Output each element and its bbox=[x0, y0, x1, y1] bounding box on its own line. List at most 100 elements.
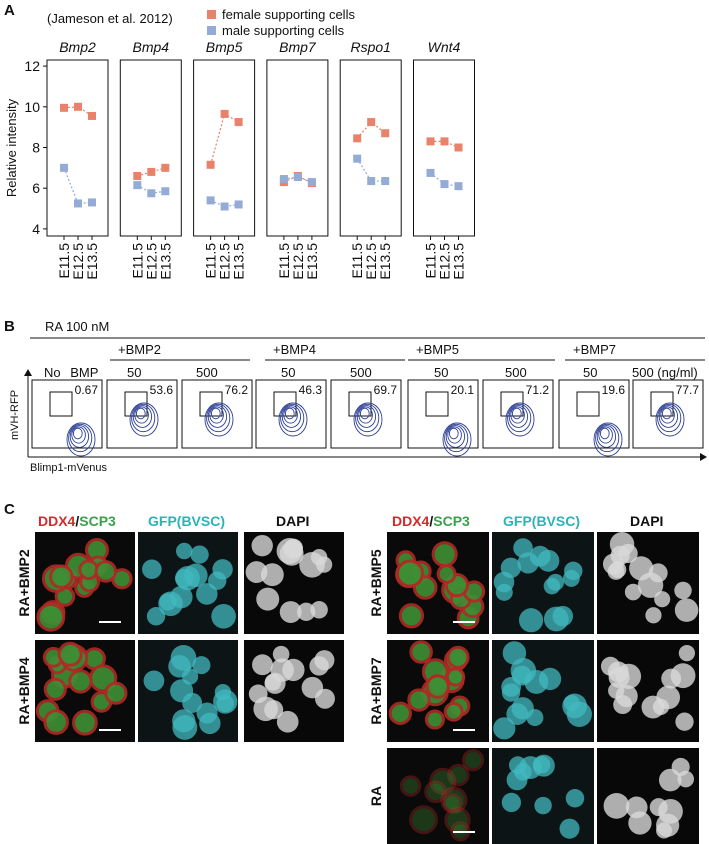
x-tick-label: E11.5 bbox=[276, 243, 292, 279]
data-point bbox=[161, 187, 170, 196]
cell bbox=[610, 545, 630, 566]
cell bbox=[538, 667, 562, 691]
data-point bbox=[147, 189, 156, 198]
cell bbox=[675, 712, 694, 731]
contour bbox=[593, 422, 623, 457]
cell bbox=[196, 583, 218, 605]
cell bbox=[283, 539, 303, 559]
data-point bbox=[353, 134, 362, 143]
contour bbox=[660, 406, 675, 424]
cell bbox=[190, 545, 209, 564]
data-point bbox=[206, 160, 215, 169]
header-part: / bbox=[75, 513, 79, 529]
panel-title: Wnt4 bbox=[428, 39, 461, 55]
cell bbox=[409, 805, 438, 835]
x-tick-label: E12.5 bbox=[437, 243, 453, 280]
data-point bbox=[88, 198, 96, 207]
gate bbox=[348, 391, 372, 417]
cell bbox=[533, 756, 551, 774]
column-header: GFP(BVSC) bbox=[503, 513, 580, 529]
data-point bbox=[367, 177, 376, 186]
header-part: DDX4 bbox=[392, 513, 430, 529]
cell bbox=[282, 658, 305, 682]
x-tick-label: E13.5 bbox=[377, 243, 393, 280]
data-point bbox=[426, 168, 435, 177]
header-part: SCP3 bbox=[79, 513, 116, 529]
gate-percentage: 69.7 bbox=[374, 383, 398, 397]
gate-percentage: 46.3 bbox=[299, 383, 323, 397]
cell bbox=[613, 695, 633, 715]
panel-frame bbox=[266, 59, 329, 237]
row-label: RA+BMP4 bbox=[16, 657, 32, 725]
data-point bbox=[454, 143, 463, 152]
cell bbox=[446, 645, 470, 669]
cell bbox=[563, 695, 580, 712]
y-tick-label: 8 bbox=[32, 139, 40, 155]
cell bbox=[674, 598, 699, 622]
contour bbox=[72, 427, 83, 440]
contour bbox=[356, 405, 377, 428]
gate-percentage: 71.2 bbox=[526, 383, 550, 397]
cell bbox=[615, 663, 642, 689]
contour bbox=[69, 425, 90, 448]
contour bbox=[68, 423, 93, 453]
cell bbox=[495, 583, 513, 601]
cell bbox=[399, 775, 422, 797]
cell bbox=[211, 603, 236, 629]
cell bbox=[276, 710, 299, 733]
data-point bbox=[426, 137, 435, 146]
cell bbox=[251, 534, 273, 557]
cell bbox=[301, 676, 324, 699]
contour bbox=[510, 406, 525, 424]
cell bbox=[182, 692, 203, 713]
control-label: No BMP bbox=[44, 365, 98, 380]
series-line bbox=[137, 167, 166, 177]
header-part: SCP3 bbox=[433, 513, 470, 529]
contour bbox=[655, 402, 685, 437]
panel-frame bbox=[119, 59, 182, 237]
legend-label: male supporting cells bbox=[222, 23, 345, 38]
contour bbox=[598, 426, 613, 444]
gate-percentage: 77.7 bbox=[676, 383, 700, 397]
flow-y-label: mVH-RFP bbox=[9, 390, 21, 440]
data-point bbox=[454, 182, 463, 191]
contour bbox=[596, 425, 617, 448]
cell bbox=[462, 749, 485, 772]
cell bbox=[559, 818, 580, 839]
cell bbox=[256, 587, 280, 611]
cell bbox=[656, 822, 673, 839]
cell bbox=[424, 780, 447, 804]
row-label: RA+BMP2 bbox=[16, 549, 32, 617]
panel-frame bbox=[413, 59, 475, 237]
column-header: DDX4/SCP3 bbox=[392, 513, 470, 529]
cell bbox=[537, 549, 560, 572]
data-point bbox=[74, 199, 82, 208]
micrograph bbox=[387, 748, 489, 844]
cell bbox=[629, 556, 654, 581]
flow-plot: 20.1 bbox=[407, 379, 479, 457]
cell bbox=[43, 677, 67, 701]
cell bbox=[518, 608, 544, 633]
cell bbox=[500, 557, 522, 578]
contour bbox=[595, 423, 620, 453]
x-tick-label: E13.5 bbox=[157, 243, 173, 280]
data-point bbox=[133, 181, 142, 190]
gate bbox=[650, 391, 674, 417]
cell bbox=[671, 757, 690, 777]
plot-frame bbox=[482, 379, 554, 449]
contour bbox=[204, 402, 234, 437]
contour bbox=[505, 402, 535, 437]
x-tick-label: E12.5 bbox=[70, 243, 86, 280]
data-point bbox=[147, 167, 156, 176]
cell bbox=[425, 674, 451, 699]
source-note: (Jameson et al. 2012) bbox=[47, 11, 173, 26]
panel-title: Bmp4 bbox=[133, 39, 170, 55]
dose-label: 500 bbox=[505, 365, 527, 380]
panel-title: Bmp5 bbox=[206, 39, 243, 55]
gate bbox=[199, 391, 223, 417]
group-label: +BMP5 bbox=[416, 342, 459, 357]
cell bbox=[436, 564, 457, 584]
cell bbox=[508, 756, 527, 774]
contour bbox=[283, 406, 298, 424]
contour bbox=[661, 407, 672, 420]
